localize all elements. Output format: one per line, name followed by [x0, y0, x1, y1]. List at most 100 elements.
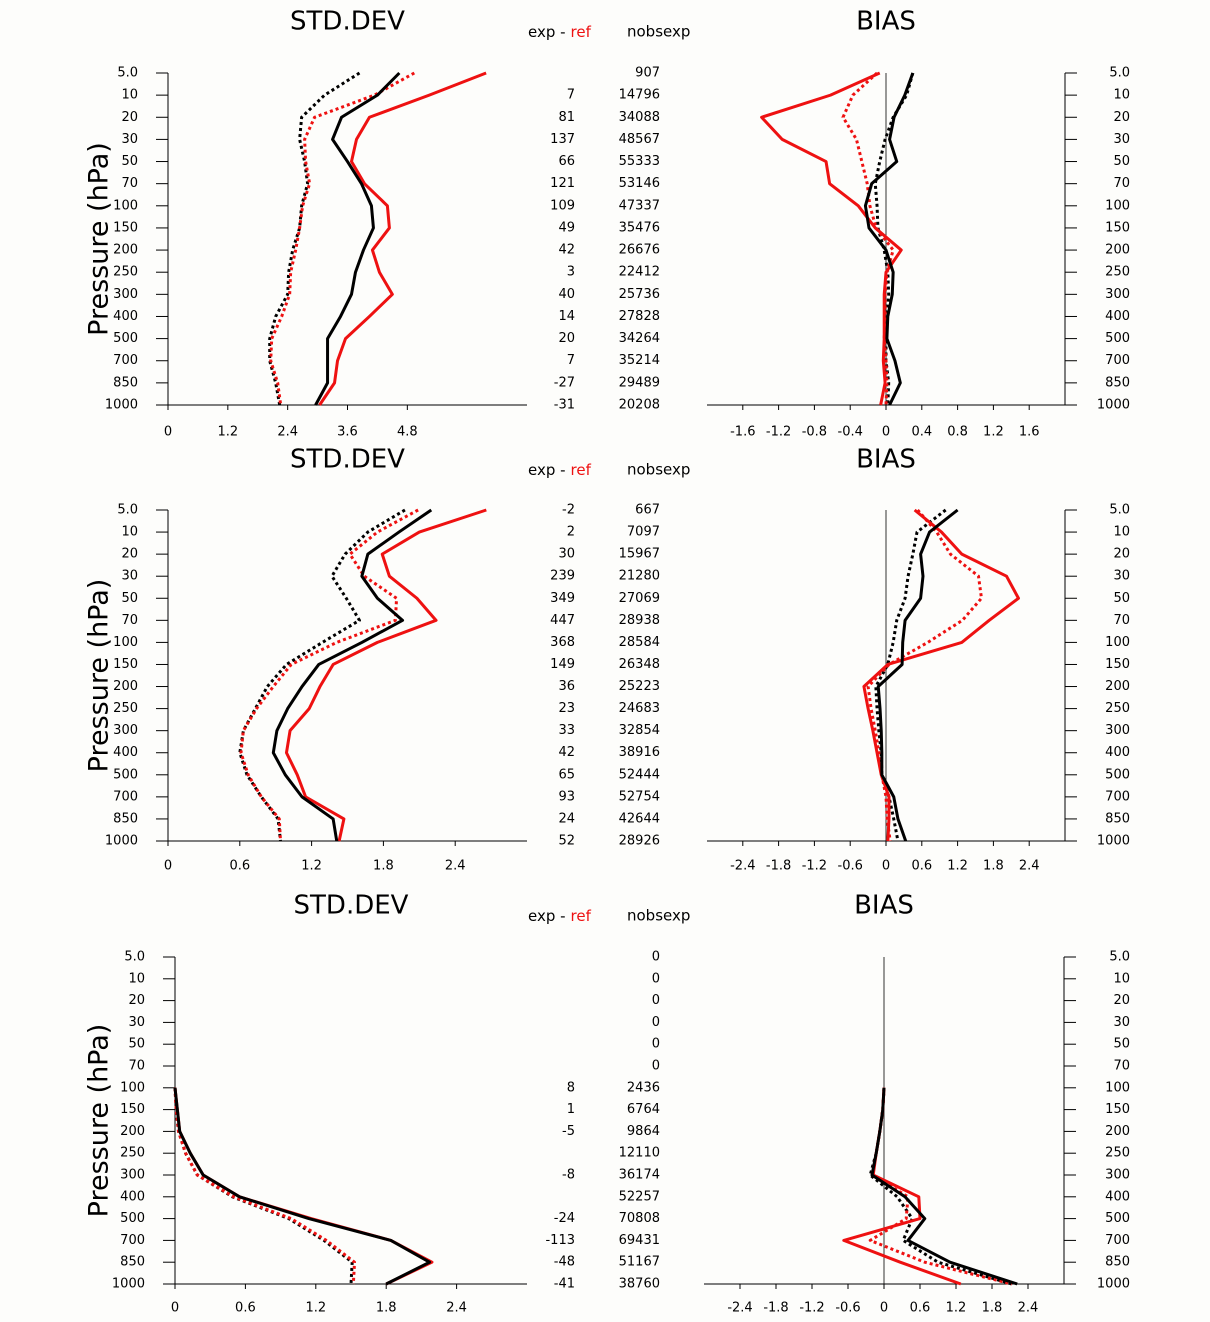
diff-value: 23 [558, 701, 575, 716]
y-tick-label: 400 [1105, 1189, 1130, 1204]
y-tick-label: 10 [128, 971, 145, 986]
x-tick-label: 1.2 [305, 1301, 326, 1316]
chart-title: STD.DEV [290, 7, 405, 37]
x-tick-label: 0.6 [911, 859, 932, 874]
chart-title: BIAS [854, 891, 914, 921]
y-tick-label: 1000 [1097, 834, 1130, 849]
y-tick-label: 300 [1105, 287, 1130, 302]
nobs-value: 0 [652, 1015, 660, 1030]
y-tick-label: 400 [1105, 309, 1130, 324]
y-tick-label: 70 [1113, 613, 1130, 628]
chart-title: BIAS [856, 445, 916, 475]
nobs-value: 53146 [619, 176, 660, 191]
y-tick-label: 400 [113, 309, 138, 324]
y-tick-label: 250 [113, 701, 138, 716]
nobs-value: 21280 [619, 569, 660, 584]
series-line [863, 72, 915, 406]
nobs-value: 52444 [619, 767, 660, 782]
y-tick-label: 5.0 [1109, 66, 1130, 81]
y-tick-label: 100 [1105, 198, 1130, 213]
nobs-value: 38916 [619, 745, 660, 760]
y-tick-label: 300 [113, 723, 138, 738]
y-tick-label: 150 [1105, 1102, 1130, 1117]
x-tick-label: -1.8 [766, 859, 791, 874]
y-tick-label: 250 [120, 1146, 145, 1161]
y-tick-label: 30 [121, 132, 138, 147]
nobs-value: 27069 [619, 591, 660, 606]
y-tick-label: 850 [1105, 375, 1130, 390]
nobs-value: 0 [652, 950, 660, 965]
y-tick-label: 1000 [1097, 1277, 1130, 1292]
y-tick-label: 500 [113, 331, 138, 346]
diff-value: 36 [558, 679, 575, 694]
nobs-value: 69431 [619, 1233, 660, 1248]
y-tick-label: 850 [113, 811, 138, 826]
y-tick-label: 100 [120, 1080, 145, 1095]
diff-value: 52 [558, 834, 575, 849]
nobs-value: 52257 [619, 1189, 660, 1204]
y-tick-label: 70 [1113, 176, 1130, 191]
y-tick-label: 30 [121, 569, 138, 584]
diff-value: 20 [558, 331, 575, 346]
x-tick-label: -1.6 [730, 425, 755, 440]
y-tick-label: 10 [1113, 971, 1130, 986]
nobs-value: 48567 [619, 132, 660, 147]
x-tick-label: 0 [164, 859, 172, 874]
y-tick-label: 250 [113, 265, 138, 280]
y-tick-label: 150 [113, 657, 138, 672]
nobs-value: 34264 [619, 331, 660, 346]
y-tick-label: 700 [120, 1233, 145, 1248]
x-tick-label: -0.6 [838, 859, 863, 874]
y-tick-label: 400 [120, 1189, 145, 1204]
y-tick-label: 50 [1113, 154, 1130, 169]
y-tick-label: 850 [1105, 811, 1130, 826]
y-tick-label: 50 [1113, 1037, 1130, 1052]
nobs-value: 667 [635, 503, 660, 518]
y-tick-label: 100 [113, 198, 138, 213]
nobs-value: 15967 [619, 547, 660, 562]
x-tick-label: 0.6 [229, 859, 250, 874]
nobs-value: 28584 [619, 635, 660, 650]
x-tick-label: 1.8 [373, 859, 394, 874]
y-tick-label: 50 [121, 591, 138, 606]
y-tick-label: 150 [1105, 657, 1130, 672]
diff-value: 3 [567, 265, 575, 280]
x-tick-label: 2.4 [277, 425, 298, 440]
y-tick-label: 200 [1105, 243, 1130, 258]
series-line [173, 1087, 354, 1285]
y-tick-label: 1000 [1097, 398, 1130, 413]
diff-value: -27 [554, 375, 575, 390]
y-tick-label: 400 [1105, 745, 1130, 760]
series-line [173, 1087, 432, 1286]
y-tick-label: 700 [1105, 789, 1130, 804]
diff-value: 7 [567, 353, 575, 368]
x-tick-label: 1.6 [1019, 425, 1040, 440]
series-line [269, 71, 416, 406]
diff-value: -41 [554, 1277, 575, 1292]
y-axis-label: Pressure (hPa) [84, 579, 115, 773]
nobs-value: 7097 [627, 525, 660, 540]
y-tick-label: 150 [113, 220, 138, 235]
x-tick-label: 0.8 [947, 425, 968, 440]
chart-title: BIAS [856, 7, 916, 37]
x-tick-label: -2.4 [730, 859, 755, 874]
y-tick-label: 30 [1113, 132, 1130, 147]
diff-value: 121 [550, 176, 575, 191]
y-tick-label: 500 [1105, 767, 1130, 782]
y-tick-label: 100 [1105, 635, 1130, 650]
y-tick-label: 1000 [112, 1277, 145, 1292]
nobs-value: 25736 [619, 287, 660, 302]
diff-header-exp: exp - [528, 23, 566, 41]
diff-value: 93 [558, 789, 575, 804]
y-tick-label: 30 [1113, 1015, 1130, 1030]
y-tick-label: 850 [113, 375, 138, 390]
y-tick-label: 10 [1113, 88, 1130, 103]
series-line [173, 1087, 357, 1285]
nobs-value: 24683 [619, 701, 660, 716]
x-tick-label: 3.6 [337, 425, 358, 440]
nobs-value: 28926 [619, 834, 660, 849]
y-tick-label: 300 [1105, 723, 1130, 738]
nobs-value: 36174 [619, 1168, 660, 1183]
y-tick-label: 300 [120, 1168, 145, 1183]
y-tick-label: 500 [113, 767, 138, 782]
